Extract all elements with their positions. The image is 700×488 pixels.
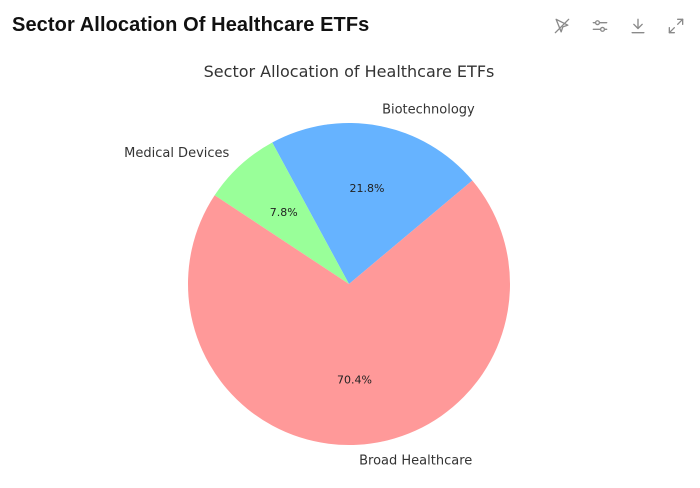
chart-title: Sector Allocation of Healthcare ETFs [204, 62, 495, 81]
chart-toolbar [550, 14, 688, 38]
slice-label-medical-devices: Medical Devices [124, 146, 229, 161]
expand-icon [668, 18, 684, 34]
pointer-off-button[interactable] [550, 14, 574, 38]
slice-percent-biotechnology: 21.8% [350, 182, 385, 195]
pie-slice-medical-devices [214, 142, 349, 284]
pie-slice-biotechnology [272, 123, 473, 284]
pie-chart: Sector Allocation of Healthcare ETFs Bio… [124, 62, 511, 469]
slice-percent-medical-devices: 7.8% [270, 206, 298, 219]
download-button[interactable] [626, 14, 650, 38]
pie-slice-broad-healthcare [188, 180, 511, 445]
pie-labels: Biotechnology 21.8% Medical Devices 7.8% Bro… [124, 103, 475, 469]
card-header: Sector Allocation Of Healthcare ETFs [0, 0, 700, 56]
download-icon [631, 18, 645, 34]
pie-slices [188, 123, 511, 445]
filter-settings-button[interactable] [588, 14, 612, 38]
chart-area: Sector Allocation of Healthcare ETFs Bio… [0, 56, 700, 488]
card-title: Sector Allocation Of Healthcare ETFs [12, 14, 370, 36]
slice-label-broad-healthcare: Broad Healthcare [359, 453, 472, 468]
pointer-off-icon [554, 18, 570, 34]
slice-label-biotechnology: Biotechnology [382, 103, 475, 118]
slice-percent-broad-healthcare: 70.4% [337, 373, 372, 386]
sliders-icon [592, 20, 608, 32]
expand-button[interactable] [664, 14, 688, 38]
